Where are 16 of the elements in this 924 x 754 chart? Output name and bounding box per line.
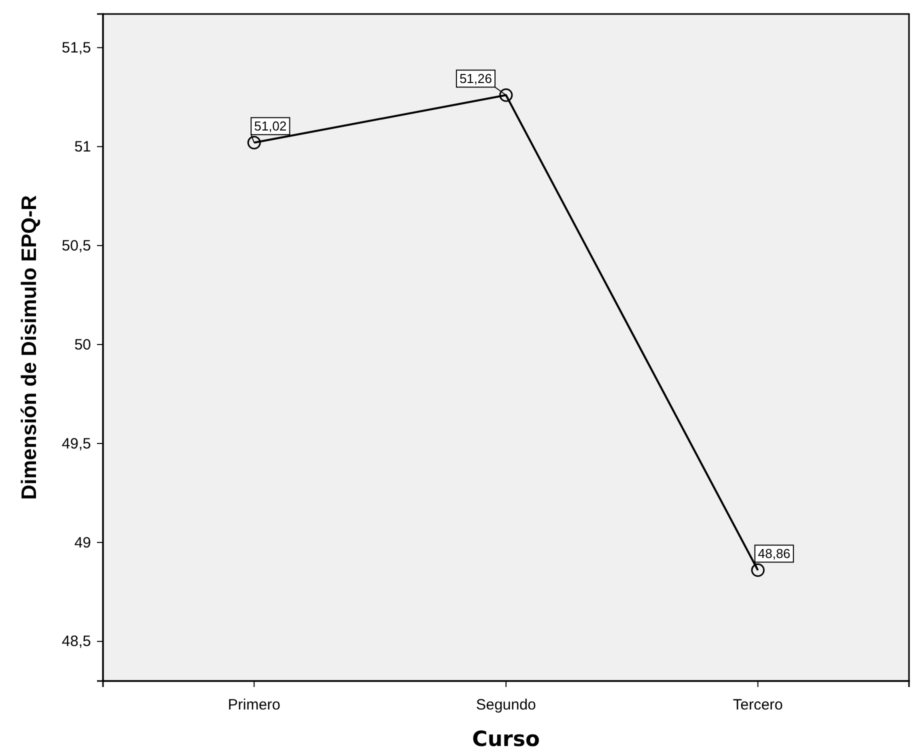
y-tick-label: 50 (74, 336, 91, 354)
x-tick-label: Segundo (476, 696, 536, 714)
data-label: 51,02 (254, 118, 287, 134)
x-axis-title: Curso (472, 727, 540, 751)
data-label: 48,86 (758, 546, 790, 562)
y-tick-label: 49 (74, 534, 91, 552)
y-tick-label: 49,5 (62, 435, 91, 452)
y-tick-label: 51,5 (62, 39, 91, 56)
y-axis-title: Dimensión de Disimulo EPQ-R (18, 195, 41, 500)
point (499, 88, 513, 102)
y-tick-label: 50,5 (62, 237, 91, 254)
x-tick-label: Primero (228, 696, 280, 714)
x-tick-label: Tercero (732, 696, 783, 714)
data-label: 51,26 (459, 71, 492, 86)
y-tick-label: 51 (74, 138, 91, 156)
y-tick-label: 48,5 (62, 633, 91, 650)
